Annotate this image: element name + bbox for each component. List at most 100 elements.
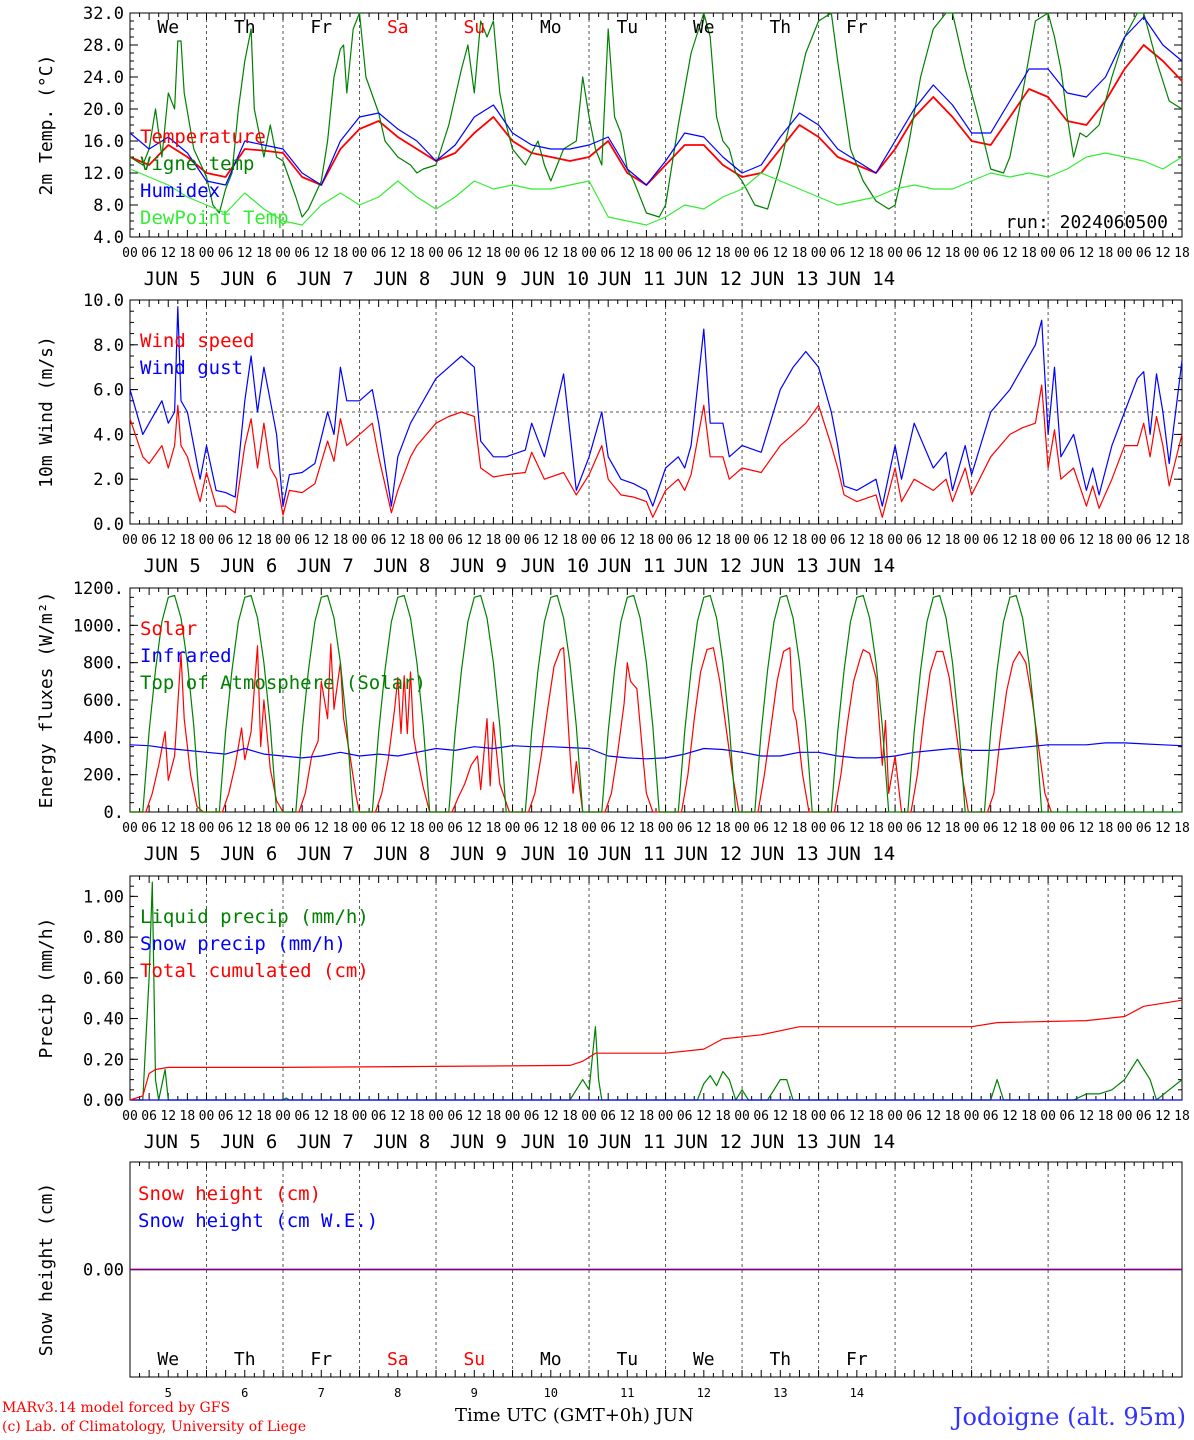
wind-hour-label: 12 bbox=[619, 533, 635, 548]
energy-date-label-8: JUN 12 bbox=[673, 843, 742, 865]
wind-date-label-2: JUN 6 bbox=[220, 555, 277, 577]
precip-hour-label: 00 bbox=[734, 1109, 750, 1124]
precip-hour-label: 12 bbox=[926, 1109, 942, 1124]
energy-y-tick-label: 600. bbox=[83, 691, 124, 711]
energy-y-axis-title: Energy fluxes (W/m²) bbox=[36, 592, 57, 809]
temperature-hour-label: 06 bbox=[447, 246, 463, 261]
precip-hour-label: 18 bbox=[715, 1109, 731, 1124]
precip-y-tick-label: 0.80 bbox=[83, 928, 124, 948]
energy-hour-label: 06 bbox=[1059, 821, 1075, 836]
precip-hour-label: 12 bbox=[619, 1109, 635, 1124]
wind-hour-label: 18 bbox=[639, 533, 655, 548]
energy-hour-label: 00 bbox=[1117, 821, 1133, 836]
wind-hour-label: 00 bbox=[275, 533, 291, 548]
wind-hour-label: 18 bbox=[1098, 533, 1114, 548]
station-name: Jodoigne (alt. 95m) bbox=[952, 1403, 1186, 1431]
precip-hour-label: 18 bbox=[792, 1109, 808, 1124]
energy-frame bbox=[129, 587, 1183, 813]
wind-hour-label: 12 bbox=[390, 533, 406, 548]
top-day-label-2: Th bbox=[234, 17, 256, 38]
energy-hour-label: 18 bbox=[256, 821, 272, 836]
wind-date-label-10: JUN 14 bbox=[827, 555, 896, 577]
temperature-hour-label: 12 bbox=[696, 246, 712, 261]
temperature-hour-label: 06 bbox=[830, 246, 846, 261]
temperature-y-tick-label: 20.0 bbox=[83, 100, 124, 120]
precip-hour-label: 00 bbox=[811, 1109, 827, 1124]
energy-hour-label: 06 bbox=[294, 821, 310, 836]
temperature-y-tick-label: 4.0 bbox=[93, 228, 124, 248]
energy-date-label-5: JUN 9 bbox=[450, 843, 507, 865]
precip-legend-2: Snow precip (mm/h) bbox=[140, 933, 346, 955]
precip-y-tick-label: 0.00 bbox=[83, 1091, 124, 1111]
wind-hour-label: 00 bbox=[887, 533, 903, 548]
temperature-hour-label: 00 bbox=[1040, 246, 1056, 261]
energy-hour-label: 18 bbox=[333, 821, 349, 836]
precip-hour-label: 06 bbox=[753, 1109, 769, 1124]
temperature-hour-label: 06 bbox=[294, 246, 310, 261]
energy-hour-label: 18 bbox=[715, 821, 731, 836]
wind-hour-label: 00 bbox=[199, 533, 215, 548]
precip-hour-label: 06 bbox=[371, 1109, 387, 1124]
bottom-day-label-6: Mo bbox=[540, 1349, 562, 1370]
energy-hour-label: 06 bbox=[447, 821, 463, 836]
wind-y-tick-label: 8.0 bbox=[93, 336, 124, 356]
energy-date-label-6: JUN 10 bbox=[520, 843, 589, 865]
energy-hour-label: 12 bbox=[1002, 821, 1018, 836]
precip-hour-label: 06 bbox=[141, 1109, 157, 1124]
wind-date-label-4: JUN 8 bbox=[373, 555, 430, 577]
wind-hour-label: 12 bbox=[1079, 533, 1095, 548]
wind-hour-label: 18 bbox=[409, 533, 425, 548]
wind-hour-label: 18 bbox=[486, 533, 502, 548]
snow-legend-2: Snow height (cm W.E.) bbox=[138, 1210, 378, 1232]
wind-hour-label: 00 bbox=[811, 533, 827, 548]
top-day-label-8: We bbox=[693, 17, 715, 38]
temperature-hour-label: 12 bbox=[619, 246, 635, 261]
energy-hour-label: 00 bbox=[581, 821, 597, 836]
bottom-day-label-10: Fr bbox=[846, 1349, 868, 1370]
top-day-label-4: Sa bbox=[387, 17, 409, 38]
precip-hour-label: 12 bbox=[849, 1109, 865, 1124]
precip-hour-label: 06 bbox=[294, 1109, 310, 1124]
temperature-date-label-1: JUN 5 bbox=[144, 268, 201, 290]
energy-hour-label: 12 bbox=[696, 821, 712, 836]
energy-hour-label: 12 bbox=[543, 821, 559, 836]
temperature-series-1-line bbox=[129, 44, 1183, 186]
wind-hour-label: 18 bbox=[945, 533, 961, 548]
precip-hour-label: 12 bbox=[696, 1109, 712, 1124]
bottom-day-label-8: We bbox=[693, 1349, 715, 1370]
energy-date-label-3: JUN 7 bbox=[297, 843, 354, 865]
precip-hour-label: 00 bbox=[275, 1109, 291, 1124]
wind-hour-label: 06 bbox=[447, 533, 463, 548]
wind-hour-label: 00 bbox=[122, 533, 138, 548]
date-number-2: 6 bbox=[241, 1386, 248, 1400]
precip-hour-label: 00 bbox=[964, 1109, 980, 1124]
top-day-label-6: Mo bbox=[540, 17, 562, 38]
energy-hour-label: 06 bbox=[600, 821, 616, 836]
precip-date-label-6: JUN 10 bbox=[520, 1131, 589, 1153]
precip-date-label-9: JUN 13 bbox=[750, 1131, 819, 1153]
energy-hour-label: 00 bbox=[352, 821, 368, 836]
temperature-hour-label: 18 bbox=[792, 246, 808, 261]
precip-hour-label: 12 bbox=[543, 1109, 559, 1124]
bottom-day-label-2: Th bbox=[234, 1349, 256, 1370]
temperature-legend-1: Temperature bbox=[140, 126, 266, 148]
temperature-hour-label: 12 bbox=[390, 246, 406, 261]
temperature-hour-label: 00 bbox=[734, 246, 750, 261]
precip-hour-label: 12 bbox=[160, 1109, 176, 1124]
date-number-1: 5 bbox=[165, 1386, 172, 1400]
precip-hour-label: 18 bbox=[1021, 1109, 1037, 1124]
temperature-hour-label: 18 bbox=[1021, 246, 1037, 261]
energy-hour-label: 12 bbox=[849, 821, 865, 836]
temperature-hour-label: 18 bbox=[486, 246, 502, 261]
precip-hour-label: 06 bbox=[447, 1109, 463, 1124]
temperature-hour-label: 00 bbox=[122, 246, 138, 261]
energy-legend-2: Infrared bbox=[140, 645, 232, 667]
temperature-y-tick-label: 12.0 bbox=[83, 164, 124, 184]
bottom-day-label-5: Su bbox=[463, 1349, 485, 1370]
wind-hour-label: 06 bbox=[524, 533, 540, 548]
wind-date-label-1: JUN 5 bbox=[144, 555, 201, 577]
temperature-y-axis-title: 2m Temp. (°C) bbox=[36, 55, 57, 196]
wind-hour-label: 00 bbox=[428, 533, 444, 548]
wind-hour-label: 12 bbox=[160, 533, 176, 548]
snow-legend-1: Snow height (cm) bbox=[138, 1183, 321, 1205]
